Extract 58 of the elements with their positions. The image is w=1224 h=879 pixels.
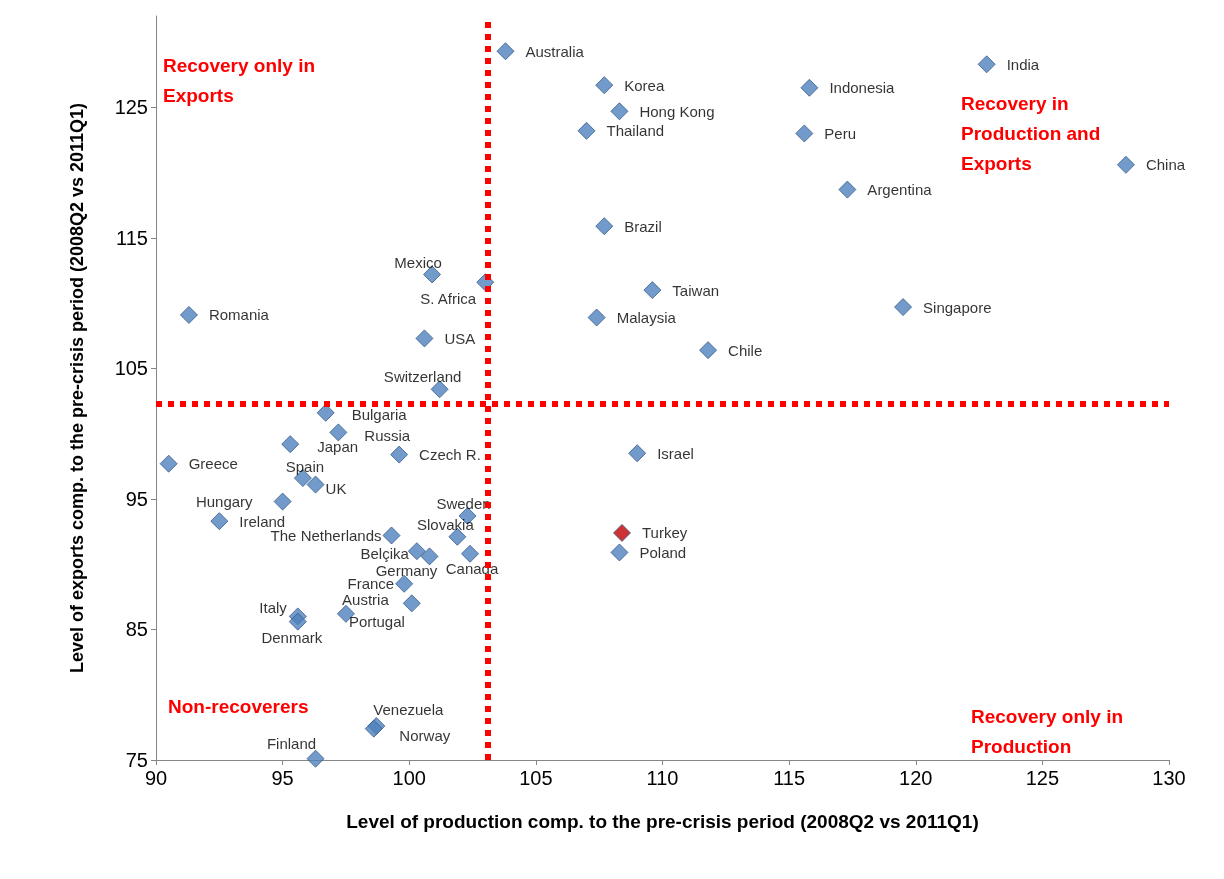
- annotation: Italy: [259, 598, 288, 616]
- annotation: Argentina: [867, 181, 933, 199]
- annotation: Czech R.: [419, 446, 481, 464]
- x-tick-label: 120: [899, 767, 933, 789]
- annotation: Recovery only in Production: [971, 705, 1129, 757]
- annotation: Hong Kong: [639, 102, 715, 120]
- x-tick-label: 115: [773, 767, 806, 789]
- annotation: Israel: [657, 444, 694, 462]
- x-tick-label: 105: [519, 767, 553, 789]
- annotation: Thailand: [606, 122, 665, 140]
- y-tick-label: 115: [116, 226, 148, 249]
- annotation: Finland: [266, 735, 317, 753]
- annotation: Brazil: [624, 217, 662, 235]
- annotation: Switzerland: [383, 367, 462, 385]
- annotation: Romania: [208, 306, 270, 324]
- annotation: Singapore: [923, 298, 992, 316]
- annotation: Bulgaria: [351, 406, 408, 424]
- annotation: Recovery only in Exports: [163, 54, 321, 106]
- annotation: Russia: [364, 426, 411, 444]
- y-tick-label: 95: [125, 487, 148, 510]
- y-tick-label: 85: [125, 618, 148, 641]
- x-axis-title: Level of production comp. to the pre-crisis period (2008Q2 vs 2011Q1): [346, 811, 979, 832]
- annotation: Greece: [188, 455, 238, 473]
- annotation: Peru: [824, 124, 857, 142]
- annotation: Turkey: [641, 524, 688, 542]
- annotation: Portugal: [349, 613, 405, 631]
- annotation: Taiwan: [672, 281, 720, 299]
- annotation: Denmark: [261, 629, 323, 647]
- y-tick-label: 125: [114, 96, 148, 119]
- y-axis-title: Level of exports comp. to the pre-crisis period (2008Q2 vs 2011Q1): [67, 102, 87, 674]
- annotation: Slovakia: [417, 516, 475, 534]
- x-tick-label: 110: [646, 767, 679, 789]
- annotation: USA: [444, 329, 476, 347]
- x-tick-label: 130: [1152, 767, 1186, 789]
- y-tick-label: 105: [114, 357, 148, 380]
- annotation: Chile: [728, 341, 763, 359]
- annotation: Australia: [525, 42, 585, 60]
- annotation: Poland: [639, 543, 687, 561]
- annotation: S. Africa: [420, 289, 477, 307]
- annotation: Malaysia: [616, 309, 677, 327]
- annotation: India: [1006, 55, 1040, 73]
- annotation: Norway: [399, 727, 451, 745]
- annotation: Non-recoverers: [168, 695, 309, 717]
- annotation: Spain: [285, 457, 325, 475]
- x-tick-label: 125: [1025, 767, 1060, 789]
- annotation: Austria: [342, 590, 390, 608]
- annotation: Hungary: [195, 493, 254, 511]
- x-tick-label: 100: [392, 767, 426, 789]
- annotation: UK: [325, 480, 347, 498]
- annotation: Venezuela: [373, 700, 445, 718]
- annotation: Recovery in Production and Exports: [961, 92, 1106, 174]
- annotation: Japan: [317, 437, 359, 455]
- annotation: China: [1145, 156, 1186, 174]
- x-tick-label: 95: [271, 767, 294, 789]
- annotation: Korea: [624, 76, 665, 94]
- annotation: Belçika: [360, 544, 410, 562]
- annotation: Mexico: [394, 253, 442, 271]
- annotation: Indonesia: [829, 79, 896, 97]
